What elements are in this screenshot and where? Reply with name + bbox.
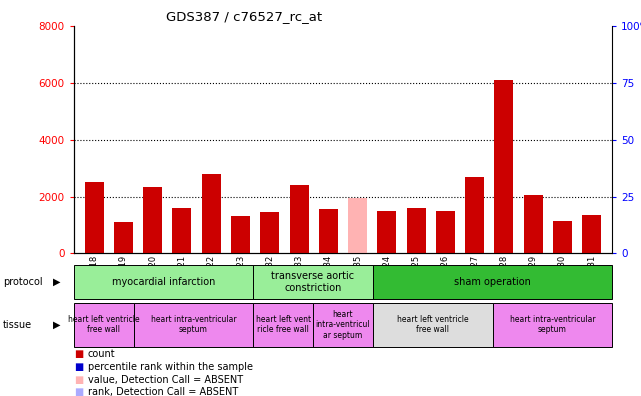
- Text: heart left vent
ricle free wall: heart left vent ricle free wall: [256, 315, 311, 334]
- Text: rank, Detection Call = ABSENT: rank, Detection Call = ABSENT: [88, 387, 238, 396]
- Bar: [494, 80, 513, 253]
- Bar: [74, 265, 253, 299]
- Text: ■: ■: [74, 387, 83, 396]
- Bar: [231, 217, 250, 253]
- Bar: [133, 303, 253, 346]
- Bar: [524, 195, 543, 253]
- Text: count: count: [88, 349, 115, 360]
- Text: tissue: tissue: [3, 320, 32, 330]
- Text: heart intra-ventricular
septum: heart intra-ventricular septum: [510, 315, 595, 334]
- Bar: [253, 303, 313, 346]
- Bar: [436, 211, 455, 253]
- Bar: [553, 221, 572, 253]
- Bar: [290, 185, 308, 253]
- Text: protocol: protocol: [3, 277, 43, 287]
- Bar: [202, 174, 221, 253]
- Text: heart left ventricle
free wall: heart left ventricle free wall: [68, 315, 140, 334]
- Text: value, Detection Call = ABSENT: value, Detection Call = ABSENT: [88, 375, 243, 385]
- Bar: [114, 222, 133, 253]
- Bar: [492, 303, 612, 346]
- Text: percentile rank within the sample: percentile rank within the sample: [88, 362, 253, 372]
- Bar: [172, 208, 192, 253]
- Bar: [85, 182, 104, 253]
- Text: ■: ■: [74, 349, 83, 360]
- Bar: [253, 265, 373, 299]
- Bar: [319, 209, 338, 253]
- Text: ■: ■: [74, 375, 83, 385]
- Bar: [373, 265, 612, 299]
- Bar: [143, 187, 162, 253]
- Text: sham operation: sham operation: [454, 277, 531, 287]
- Bar: [582, 215, 601, 253]
- Bar: [348, 198, 367, 253]
- Bar: [373, 303, 492, 346]
- Text: myocardial infarction: myocardial infarction: [112, 277, 215, 287]
- Bar: [260, 212, 279, 253]
- Text: transverse aortic
constriction: transverse aortic constriction: [271, 271, 354, 293]
- Bar: [465, 177, 484, 253]
- Text: heart intra-ventricular
septum: heart intra-ventricular septum: [151, 315, 236, 334]
- Bar: [378, 211, 396, 253]
- Text: ▶: ▶: [53, 320, 60, 330]
- Bar: [406, 208, 426, 253]
- Bar: [313, 303, 373, 346]
- Text: ■: ■: [74, 362, 83, 372]
- Text: ▶: ▶: [53, 277, 60, 287]
- Text: heart
intra-ventricul
ar septum: heart intra-ventricul ar septum: [315, 310, 370, 340]
- Text: GDS387 / c76527_rc_at: GDS387 / c76527_rc_at: [165, 10, 322, 23]
- Bar: [74, 303, 133, 346]
- Text: heart left ventricle
free wall: heart left ventricle free wall: [397, 315, 469, 334]
